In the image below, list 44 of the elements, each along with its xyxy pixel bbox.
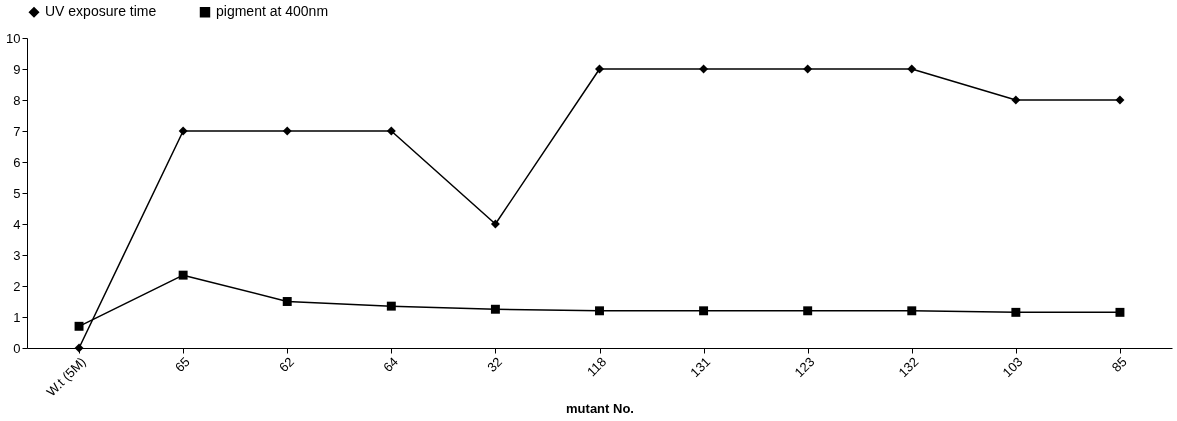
point (386, 126, 396, 136)
y-tick-label: 8 (13, 92, 21, 108)
x-tick-label: 103 (999, 354, 1026, 381)
x-axis-title: mutant No. (566, 401, 634, 417)
point (1115, 95, 1125, 105)
x-tick-label: 118 (583, 354, 610, 380)
x-tick-label: 85 (1108, 354, 1130, 375)
y-tick-label: 9 (13, 61, 21, 77)
point (1115, 307, 1125, 317)
y-tick-label: 2 (13, 278, 21, 294)
point (803, 64, 813, 74)
point (699, 64, 709, 74)
point (595, 306, 604, 316)
point (386, 301, 396, 311)
y-tick-label: 1 (13, 309, 21, 325)
x-tick-label: 131 (687, 354, 714, 381)
point (803, 306, 813, 316)
legend-label: UV exposure time (45, 3, 157, 20)
point (1011, 95, 1021, 105)
y-tick-label: 10 (6, 30, 21, 46)
point (907, 306, 917, 316)
point (178, 126, 188, 136)
point (490, 304, 500, 314)
x-tick-label: 32 (484, 354, 506, 375)
point (282, 297, 292, 306)
legend-label: pigment at 400nm (216, 3, 329, 20)
point (178, 270, 188, 280)
point (282, 126, 292, 136)
y-tick-label: 5 (13, 185, 21, 201)
y-tick-label: 4 (13, 216, 21, 232)
y-tick-label: 3 (13, 247, 21, 263)
y-tick-label: 0 (13, 340, 21, 356)
x-tick-label: 65 (171, 354, 193, 375)
y-tick-label: 7 (13, 123, 21, 139)
x-tick-label: 123 (791, 354, 818, 381)
point (490, 219, 500, 229)
point (699, 306, 709, 316)
x-tick-label: 132 (895, 354, 922, 381)
x-tick-label: 62 (276, 354, 297, 375)
point (1011, 307, 1021, 317)
y-tick-label: 6 (13, 154, 21, 170)
point (74, 321, 84, 331)
x-tick-label: 64 (380, 354, 402, 375)
point (907, 64, 917, 74)
